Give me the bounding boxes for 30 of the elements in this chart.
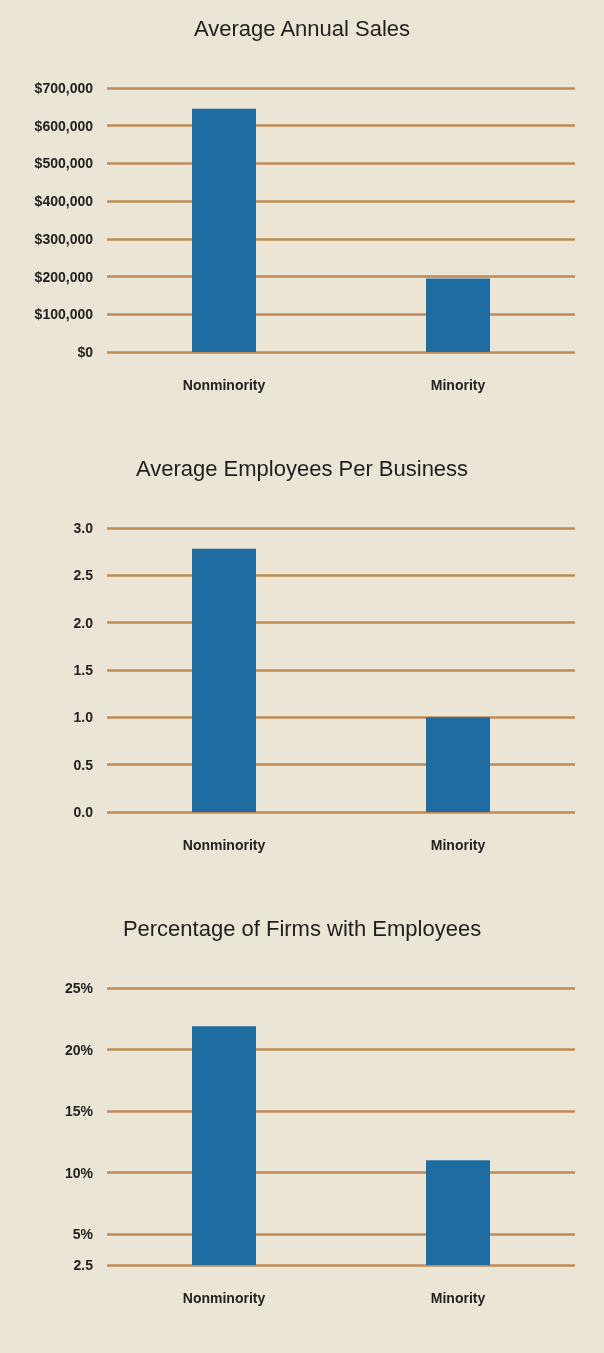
y-tick-label: $200,000: [34, 268, 94, 285]
y-tick-label: 2.0: [73, 614, 94, 631]
x-tick-label: Minority: [430, 377, 486, 393]
x-tick-label: Minority: [430, 1290, 486, 1306]
y-tick-label: 5%: [72, 1226, 94, 1243]
chart-title: Average Employees Per Business: [135, 455, 469, 481]
y-tick-label: 0.5: [73, 756, 94, 773]
y-tick-label: 2.5: [73, 567, 94, 584]
y-tick-label: $0: [77, 344, 94, 360]
chart-title: Percentage of Firms with Employees: [122, 915, 482, 941]
y-tick-label: 10%: [64, 1164, 94, 1181]
y-tick-label: 0.0: [73, 804, 94, 820]
x-tick-label: Nonminority: [182, 837, 266, 853]
y-tick-label: $600,000: [34, 117, 94, 134]
y-tick-label: 2.5: [73, 1257, 94, 1273]
y-tick-label: $100,000: [34, 306, 94, 323]
y-tick-label: 20%: [64, 1041, 94, 1058]
y-tick-label: $500,000: [34, 155, 94, 172]
x-tick-label: Nonminority: [182, 1290, 266, 1306]
y-tick-label: $700,000: [34, 80, 94, 96]
x-tick-label: Nonminority: [182, 377, 266, 393]
y-tick-label: 1.0: [73, 709, 94, 726]
y-tick-label: 3.0: [73, 520, 94, 536]
y-tick-label: 25%: [64, 980, 94, 996]
y-tick-label: $400,000: [34, 193, 94, 210]
chart-title: Average Annual Sales: [193, 15, 411, 41]
x-tick-label: Minority: [430, 837, 486, 853]
y-tick-label: $300,000: [34, 230, 94, 247]
y-tick-label: 15%: [64, 1103, 94, 1120]
y-tick-label: 1.5: [73, 662, 94, 678]
